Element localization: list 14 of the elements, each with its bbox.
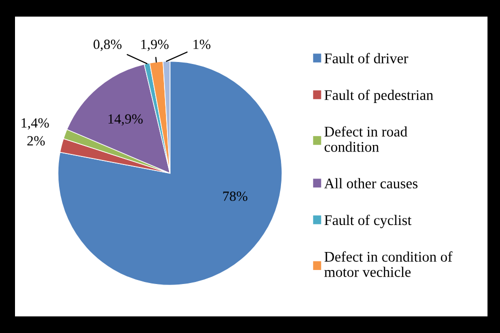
data-label: 78% bbox=[223, 192, 248, 201]
legend-label: Fault of pedestrian bbox=[324, 90, 434, 104]
legend-label: Fault of driver bbox=[324, 52, 408, 64]
legend-label: Defect in road condition bbox=[324, 126, 408, 152]
legend-label: Defect in condition of motor vechicle bbox=[324, 251, 452, 277]
pie-slice bbox=[58, 60, 282, 286]
data-label: 1,9% bbox=[141, 40, 169, 52]
data-label: 1,4% bbox=[22, 118, 49, 130]
data-label: 14,9% bbox=[108, 114, 143, 126]
legend-label: Fault of cyclist bbox=[324, 214, 412, 228]
data-label: 2% bbox=[27, 136, 45, 146]
data-label: 0,8% bbox=[94, 40, 122, 52]
data-label: 1% bbox=[194, 40, 210, 50]
legend-label: All other causes bbox=[324, 178, 418, 188]
